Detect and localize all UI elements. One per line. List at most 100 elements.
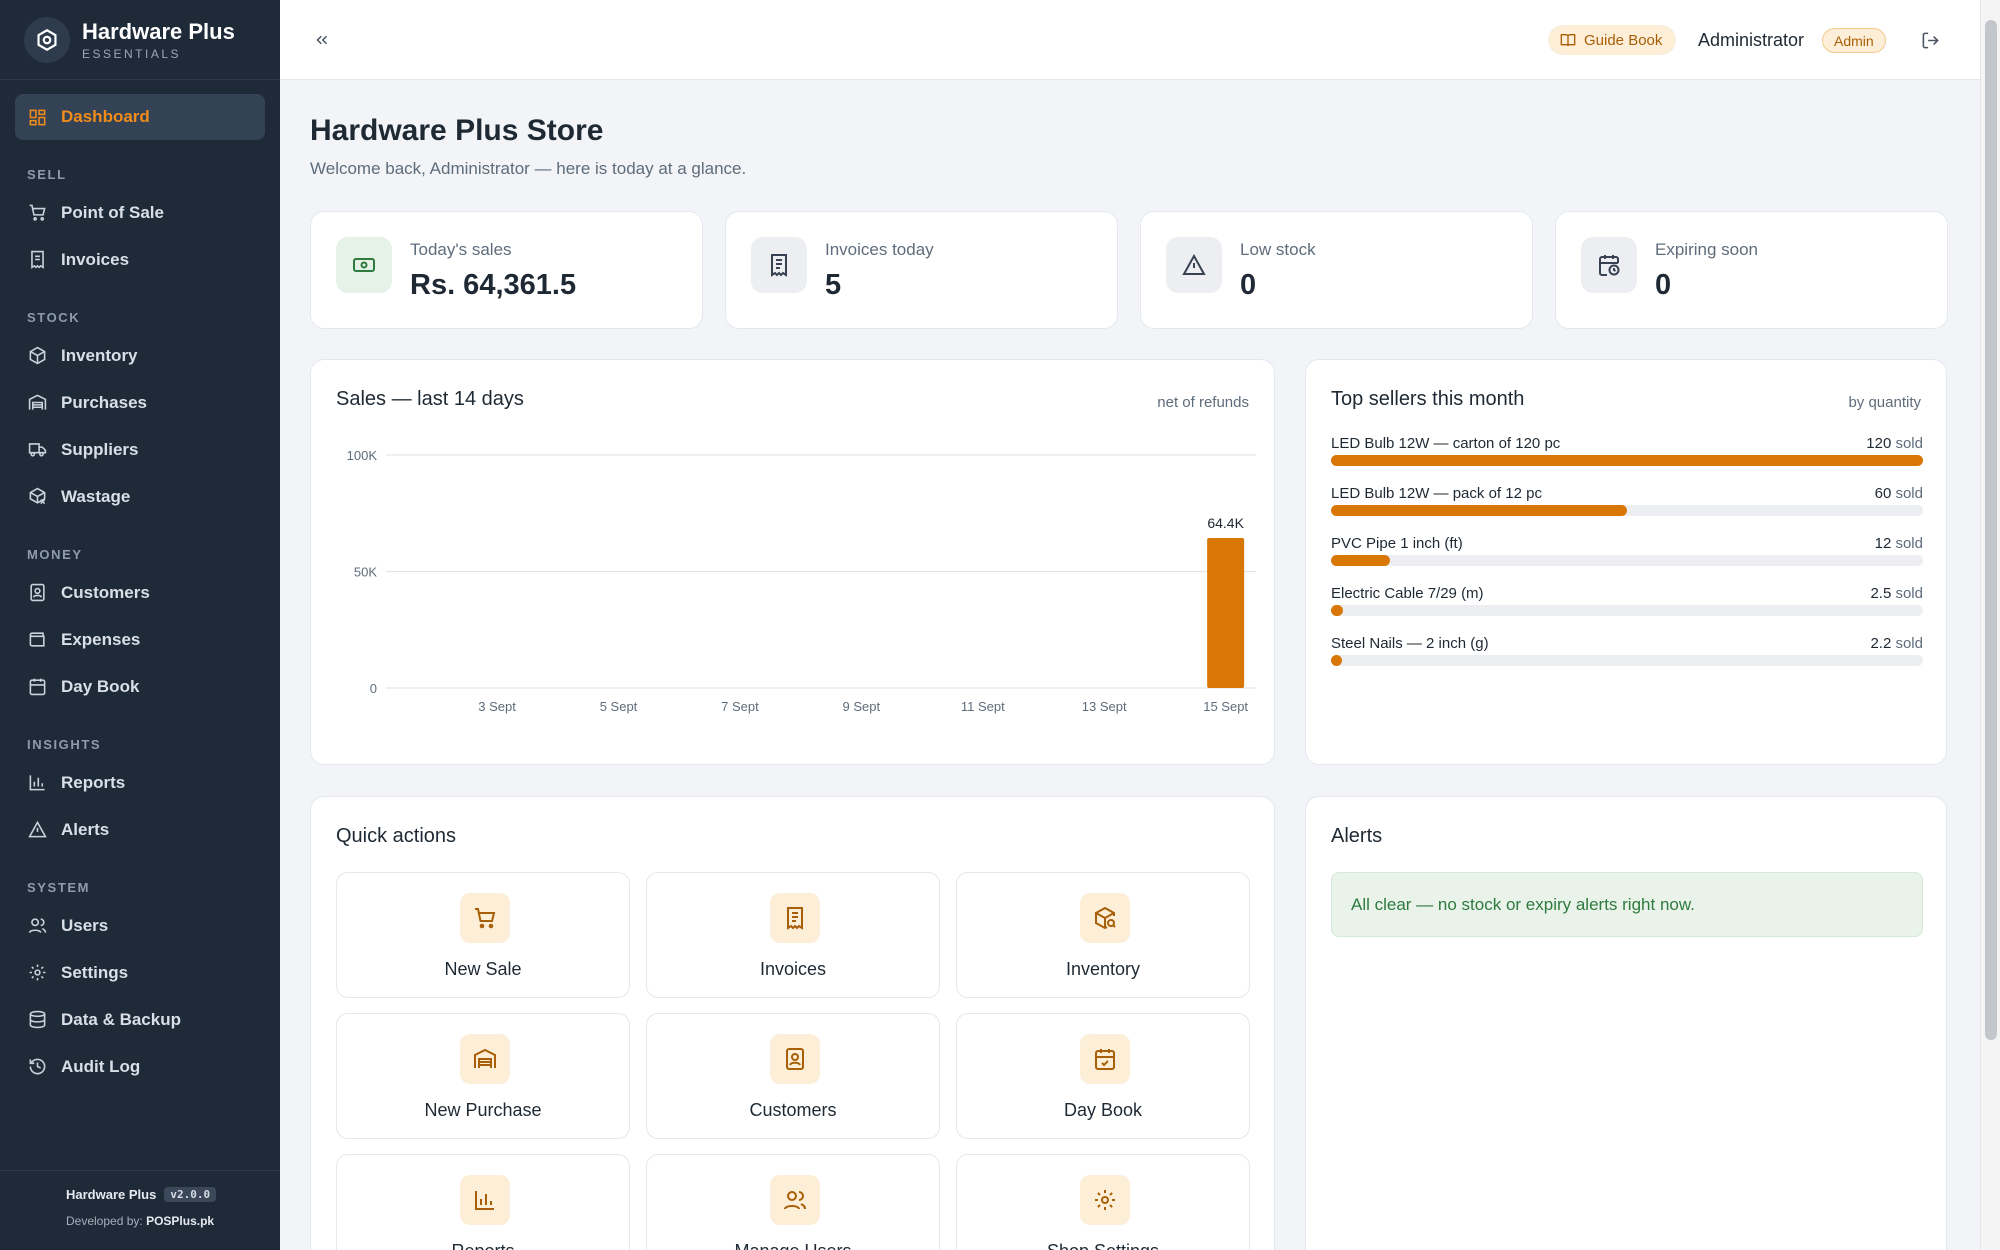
x-tick-label: 9 Sept: [843, 699, 881, 714]
sidebar-footer: Hardware Plus v2.0.0 Developed by: POSPl…: [0, 1170, 280, 1250]
stat-value: 0: [1240, 269, 1257, 301]
top-seller-name: Steel Nails — 2 inch (g): [1331, 635, 1489, 652]
sidebar-item-day-book[interactable]: Day Book: [15, 663, 265, 710]
top-seller-progress-fill: [1331, 605, 1344, 616]
history-icon: [27, 1057, 47, 1077]
sidebar-item-wastage[interactable]: Wastage: [15, 473, 265, 520]
page-title: Hardware Plus Store: [310, 114, 604, 147]
role-badge: Admin: [1822, 28, 1886, 53]
sidebar-item-users[interactable]: Users: [15, 902, 265, 949]
sidebar-item-inventory[interactable]: Inventory: [15, 332, 265, 379]
cash-icon: [336, 237, 392, 293]
top-seller-qty-suffix: sold: [1895, 585, 1923, 602]
guide-book-label: Guide Book: [1584, 31, 1663, 49]
logout-icon: [1922, 32, 1939, 48]
sales-bar-chart: 0 50K 100K 64.4K 3 Sept 5 Sept 7 Sept 9 Sept 11 …: [347, 448, 1256, 714]
sidebar-item-customers[interactable]: Customers: [15, 569, 265, 616]
top-seller-quantity: 120 sold: [1866, 435, 1923, 452]
sidebar-item-point-of-sale[interactable]: Point of Sale: [15, 189, 265, 236]
top-seller-qty-value: 2.5: [1870, 585, 1892, 602]
scrollbar-thumb[interactable]: [1985, 20, 1997, 1040]
sidebar-item-data-backup[interactable]: Data & Backup: [15, 996, 265, 1043]
footer-app-name: Hardware Plus: [66, 1187, 157, 1202]
topbar: Guide Book Administrator Admin: [280, 0, 1980, 80]
quick-action-manage-users[interactable]: Manage Users: [646, 1154, 940, 1250]
top-seller-qty-value: 60: [1874, 485, 1892, 502]
stat-label: Low stock: [1240, 240, 1316, 259]
quick-action-new-purchase[interactable]: New Purchase: [336, 1013, 630, 1139]
quick-action-invoices[interactable]: Invoices: [646, 872, 940, 998]
calendar-check-icon: [1080, 1034, 1130, 1084]
page-scrollbar[interactable]: [1980, 0, 2000, 1250]
users-icon: [770, 1175, 820, 1225]
sidebar-nav: Dashboard SELL Point of Sale Invoices ST…: [0, 80, 280, 1090]
page-subtitle: Welcome back, Administrator — here is to…: [310, 159, 747, 178]
bar-chart-icon: [27, 773, 47, 793]
bar-data-label: 64.4K: [1207, 515, 1244, 531]
quick-action-inventory[interactable]: Inventory: [956, 872, 1250, 998]
top-seller-quantity: 60 sold: [1875, 485, 1923, 502]
sidebar-item-suppliers[interactable]: Suppliers: [15, 426, 265, 473]
top-seller-progress-fill: [1331, 655, 1342, 666]
x-tick-label: 11 Sept: [961, 699, 1005, 714]
sidebar-item-purchases[interactable]: Purchases: [15, 379, 265, 426]
top-seller-row: Steel Nails — 2 inch (g) 2.2 sold: [1331, 635, 1923, 675]
sidebar-item-reports[interactable]: Reports: [15, 759, 265, 806]
footer-developer-link[interactable]: POSPlus.pk: [146, 1214, 215, 1228]
sales-chart-panel: Sales — last 14 days net of refunds 0 50K…: [310, 359, 1275, 765]
panel-title: Sales — last 14 days: [336, 388, 524, 410]
brand-subtitle: ESSENTIALS: [82, 46, 182, 61]
stat-label: Invoices today: [825, 240, 934, 259]
quick-action-label: New Purchase: [424, 1100, 542, 1120]
top-sellers-panel: Top sellers this month by quantity LED B…: [1305, 359, 1947, 765]
logout-button[interactable]: [1918, 28, 1942, 52]
quick-action-customers[interactable]: Customers: [646, 1013, 940, 1139]
guide-book-button[interactable]: Guide Book: [1548, 25, 1677, 55]
sidebar-item-label: Alerts: [61, 819, 110, 839]
receipt-icon: [751, 237, 807, 293]
alerts-panel: Alerts All clear — no stock or expiry al…: [1305, 796, 1947, 1250]
x-tick-label: 7 Sept: [721, 699, 759, 714]
sidebar-item-label: Wastage: [61, 486, 131, 506]
sidebar-item-label: Point of Sale: [61, 202, 164, 222]
calendar-clock-icon: [1581, 237, 1637, 293]
sidebar-item-dashboard[interactable]: Dashboard: [15, 94, 265, 140]
sidebar-item-settings[interactable]: Settings: [15, 949, 265, 996]
top-seller-qty-suffix: sold: [1895, 435, 1923, 452]
sidebar-item-expenses[interactable]: Expenses: [15, 616, 265, 663]
footer-developed-by: Developed by:: [66, 1214, 143, 1228]
bar-chart-icon: [460, 1175, 510, 1225]
quick-action-label: Shop Settings: [957, 1241, 1249, 1250]
y-tick-label: 0: [370, 681, 377, 696]
quick-action-reports[interactable]: Reports: [336, 1154, 630, 1250]
top-seller-qty-suffix: sold: [1895, 635, 1923, 652]
cart-icon: [460, 893, 510, 943]
stat-card-low-stock: Low stock 0: [1140, 211, 1533, 329]
sidebar-item-audit-log[interactable]: Audit Log: [15, 1043, 265, 1090]
chevrons-left-icon: [316, 35, 328, 45]
y-tick-label: 100K: [347, 448, 378, 463]
nav-section-money: MONEY: [27, 547, 83, 562]
warning-icon: [1166, 237, 1222, 293]
panel-title: Alerts: [1331, 825, 1383, 847]
quick-action-shop-settings[interactable]: Shop Settings: [956, 1154, 1250, 1250]
top-seller-qty-value: 120: [1866, 435, 1892, 452]
sidebar-item-label: Purchases: [61, 392, 147, 412]
panel-note: net of refunds: [1157, 394, 1249, 411]
sidebar-item-alerts[interactable]: Alerts: [15, 806, 265, 853]
sidebar-item-label: Reports: [61, 772, 126, 792]
quick-action-day-book[interactable]: Day Book: [956, 1013, 1250, 1139]
brand[interactable]: Hardware Plus ESSENTIALS: [0, 0, 280, 80]
stat-value: 0: [1655, 269, 1672, 301]
warehouse-icon: [460, 1034, 510, 1084]
collapse-sidebar-button[interactable]: [310, 28, 334, 52]
top-seller-progress-track: [1331, 555, 1923, 566]
quick-action-new-sale[interactable]: New Sale: [336, 872, 630, 998]
quick-action-label: Customers: [749, 1100, 837, 1120]
top-seller-progress-track: [1331, 605, 1923, 616]
sidebar-item-invoices[interactable]: Invoices: [15, 236, 265, 283]
x-tick-label: 3 Sept: [478, 699, 516, 714]
nav-section-sell: SELL: [27, 167, 67, 182]
top-seller-row: Electric Cable 7/29 (m) 2.5 sold: [1331, 585, 1923, 625]
quick-action-label: Reports: [337, 1241, 629, 1250]
